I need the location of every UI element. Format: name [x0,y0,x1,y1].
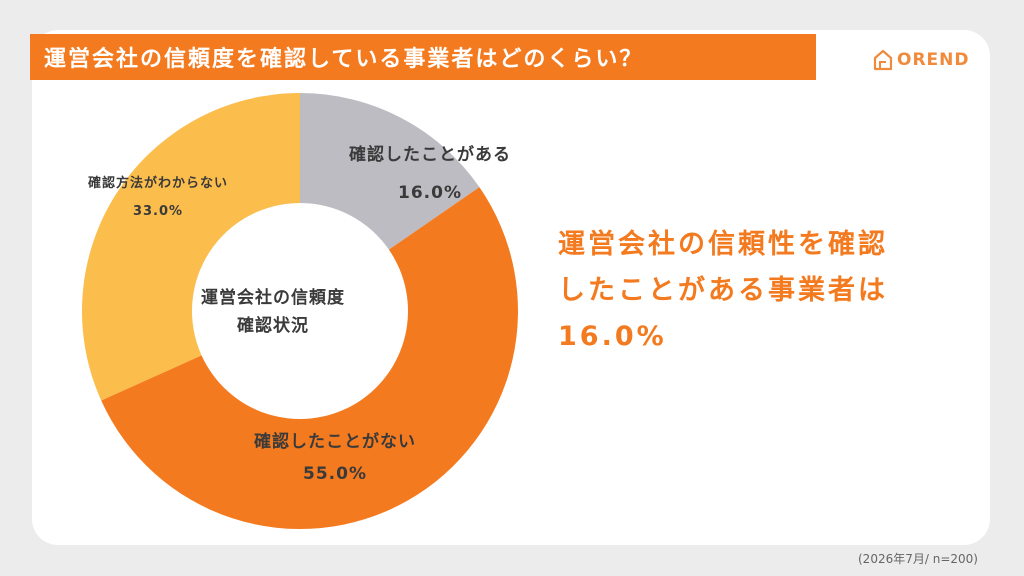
donut-slice-1 [300,93,480,250]
slice-value: 33.0% [132,204,184,219]
footnote: (2026年7月/ n=200) [858,552,978,566]
donut-slice-3 [82,93,300,401]
slice-label-unknown-method: 確認方法がわからない 33.0% [48,170,268,226]
logo-text: OREND [897,50,970,70]
slice-name: 確認方法がわからない [87,176,228,191]
title-banner: 運営会社の信頼度を確認している事業者はどのくらい？ [30,34,816,80]
slice-name: 確認したことがない [254,432,416,452]
slice-value: 16.0% [398,183,462,203]
highlight-callout: 運営会社の信頼性を確認 したことがある事業者は 16.0% [558,222,958,360]
slice-label-not-checked: 確認したことがない 55.0% [215,426,455,490]
slice-value: 55.0% [303,464,367,484]
page-title: 運営会社の信頼度を確認している事業者はどのくらい？ [44,47,644,72]
highlight-value: 16.0% [558,321,667,352]
donut-center-label: 運営会社の信頼度 確認状況 [178,284,368,340]
slice-name: 確認したことがある [349,145,511,165]
highlight-line: 運営会社の信頼性を確認 [558,229,888,260]
brand-logo: OREND [872,46,970,74]
slice-label-checked: 確認したことがある 16.0% [305,136,555,212]
highlight-line: したことがある事業者は [558,275,888,306]
center-label-line: 運営会社の信頼度 [201,288,345,308]
center-label-line: 確認状況 [237,316,309,336]
house-icon [873,49,893,71]
donut-slice-2 [101,187,519,530]
